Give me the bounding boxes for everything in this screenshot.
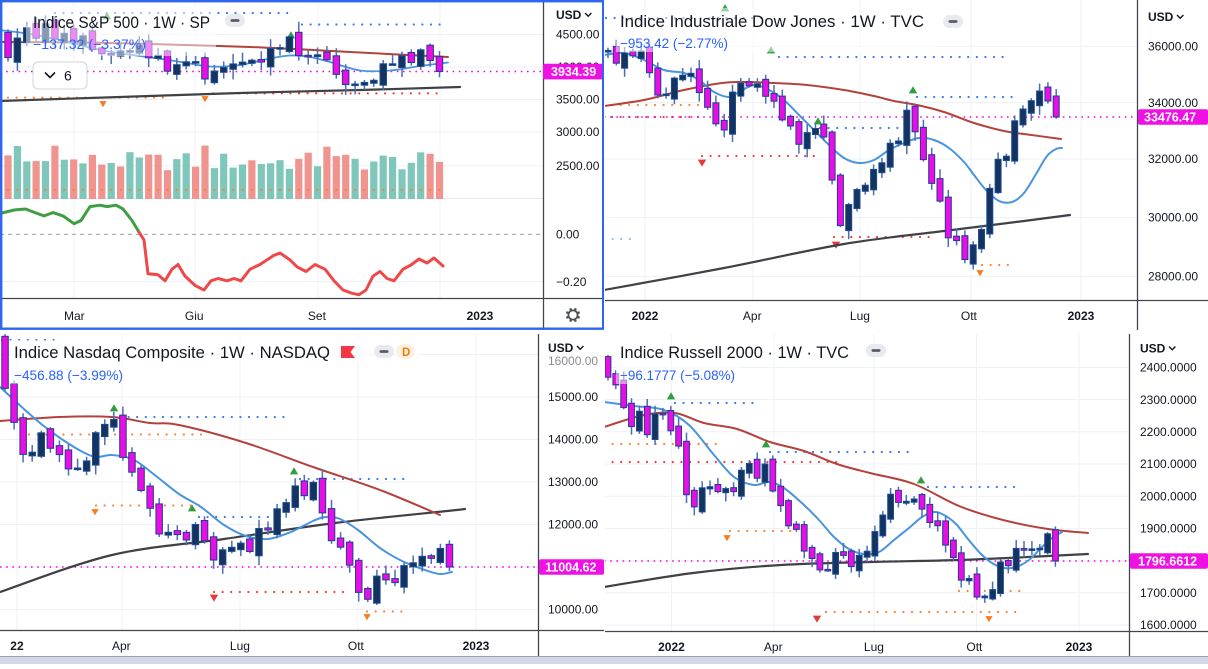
svg-text:Apr: Apr xyxy=(743,309,762,323)
svg-text:Indice S&P 500 · 1W · SP: Indice S&P 500 · 1W · SP xyxy=(33,13,210,32)
svg-text:USD: USD xyxy=(548,341,574,355)
svg-text:34000.00: 34000.00 xyxy=(1148,96,1198,110)
svg-text:Mar: Mar xyxy=(64,309,85,323)
svg-text:4500.00: 4500.00 xyxy=(556,28,600,42)
svg-text:11004.62: 11004.62 xyxy=(545,560,596,574)
svg-text:10000.00: 10000.00 xyxy=(548,603,598,617)
svg-text:2500.00: 2500.00 xyxy=(556,159,600,173)
svg-text:−137.32 (−3.37%): −137.32 (−3.37%) xyxy=(33,36,146,52)
svg-text:14000.00: 14000.00 xyxy=(548,433,598,447)
svg-text:13000.00: 13000.00 xyxy=(548,475,598,489)
svg-text:2022: 2022 xyxy=(658,640,685,654)
svg-text:30000.00: 30000.00 xyxy=(1148,211,1198,225)
svg-text:16000.00: 16000.00 xyxy=(548,354,598,368)
svg-text:2023: 2023 xyxy=(1066,640,1093,654)
svg-text:3000.00: 3000.00 xyxy=(556,125,600,139)
svg-text:Indice Industriale Dow Jones ·: Indice Industriale Dow Jones · 1W · TVC xyxy=(620,12,924,31)
svg-text:Giu: Giu xyxy=(185,309,204,323)
svg-text:USD: USD xyxy=(556,8,582,22)
svg-text:Apr: Apr xyxy=(764,640,783,654)
svg-text:33476.47: 33476.47 xyxy=(1144,110,1196,124)
svg-text:−456.88 (−3.99%): −456.88 (−3.99%) xyxy=(14,367,123,383)
svg-text:28000.00: 28000.00 xyxy=(1148,270,1198,284)
svg-text:32000.00: 32000.00 xyxy=(1148,152,1198,166)
svg-text:12000.00: 12000.00 xyxy=(548,518,598,532)
svg-text:2400.0000: 2400.0000 xyxy=(1140,361,1197,375)
svg-text:2023: 2023 xyxy=(463,639,490,653)
svg-text:0.00: 0.00 xyxy=(556,228,580,242)
svg-text:Lug: Lug xyxy=(850,309,870,323)
svg-text:Ott: Ott xyxy=(961,309,978,323)
svg-text:1700.0000: 1700.0000 xyxy=(1140,586,1197,600)
svg-text:36000.00: 36000.00 xyxy=(1148,39,1198,53)
svg-text:USD: USD xyxy=(1140,342,1166,356)
svg-text:2300.0000: 2300.0000 xyxy=(1140,393,1197,407)
svg-text:2100.0000: 2100.0000 xyxy=(1140,457,1197,471)
svg-text:2023: 2023 xyxy=(467,309,494,323)
svg-text:−96.1777 (−5.08%): −96.1777 (−5.08%) xyxy=(620,367,735,383)
svg-text:1796.6612: 1796.6612 xyxy=(1138,554,1197,568)
svg-text:Indice Russell 2000 · 1W · TVC: Indice Russell 2000 · 1W · TVC xyxy=(620,343,849,362)
svg-text:2000.0000: 2000.0000 xyxy=(1140,489,1197,503)
svg-text:Apr: Apr xyxy=(112,639,131,653)
svg-text:Ott: Ott xyxy=(966,640,983,654)
svg-text:Indice Nasdaq Composite · 1W ·: Indice Nasdaq Composite · 1W · NASDAQ xyxy=(14,343,330,362)
svg-text:Ott: Ott xyxy=(348,639,365,653)
svg-text:D: D xyxy=(402,347,410,359)
svg-text:2022: 2022 xyxy=(632,309,659,323)
svg-text:Lug: Lug xyxy=(864,640,884,654)
svg-text:USD: USD xyxy=(1148,10,1174,24)
svg-text:3934.39: 3934.39 xyxy=(551,65,596,79)
svg-text:2023: 2023 xyxy=(1068,309,1095,323)
svg-text:22: 22 xyxy=(10,639,24,653)
svg-text:3500.00: 3500.00 xyxy=(556,93,600,107)
svg-text:Set: Set xyxy=(308,309,327,323)
svg-text:6: 6 xyxy=(64,68,72,84)
svg-text:−953.42 (−2.77%): −953.42 (−2.77%) xyxy=(620,35,728,51)
svg-text:1600.0000: 1600.0000 xyxy=(1140,618,1197,632)
svg-text:−0.20: −0.20 xyxy=(556,275,587,289)
svg-text:1900.0000: 1900.0000 xyxy=(1140,522,1197,536)
svg-text:15000.00: 15000.00 xyxy=(548,390,598,404)
svg-text:2200.0000: 2200.0000 xyxy=(1140,425,1197,439)
svg-text:Lug: Lug xyxy=(230,639,250,653)
